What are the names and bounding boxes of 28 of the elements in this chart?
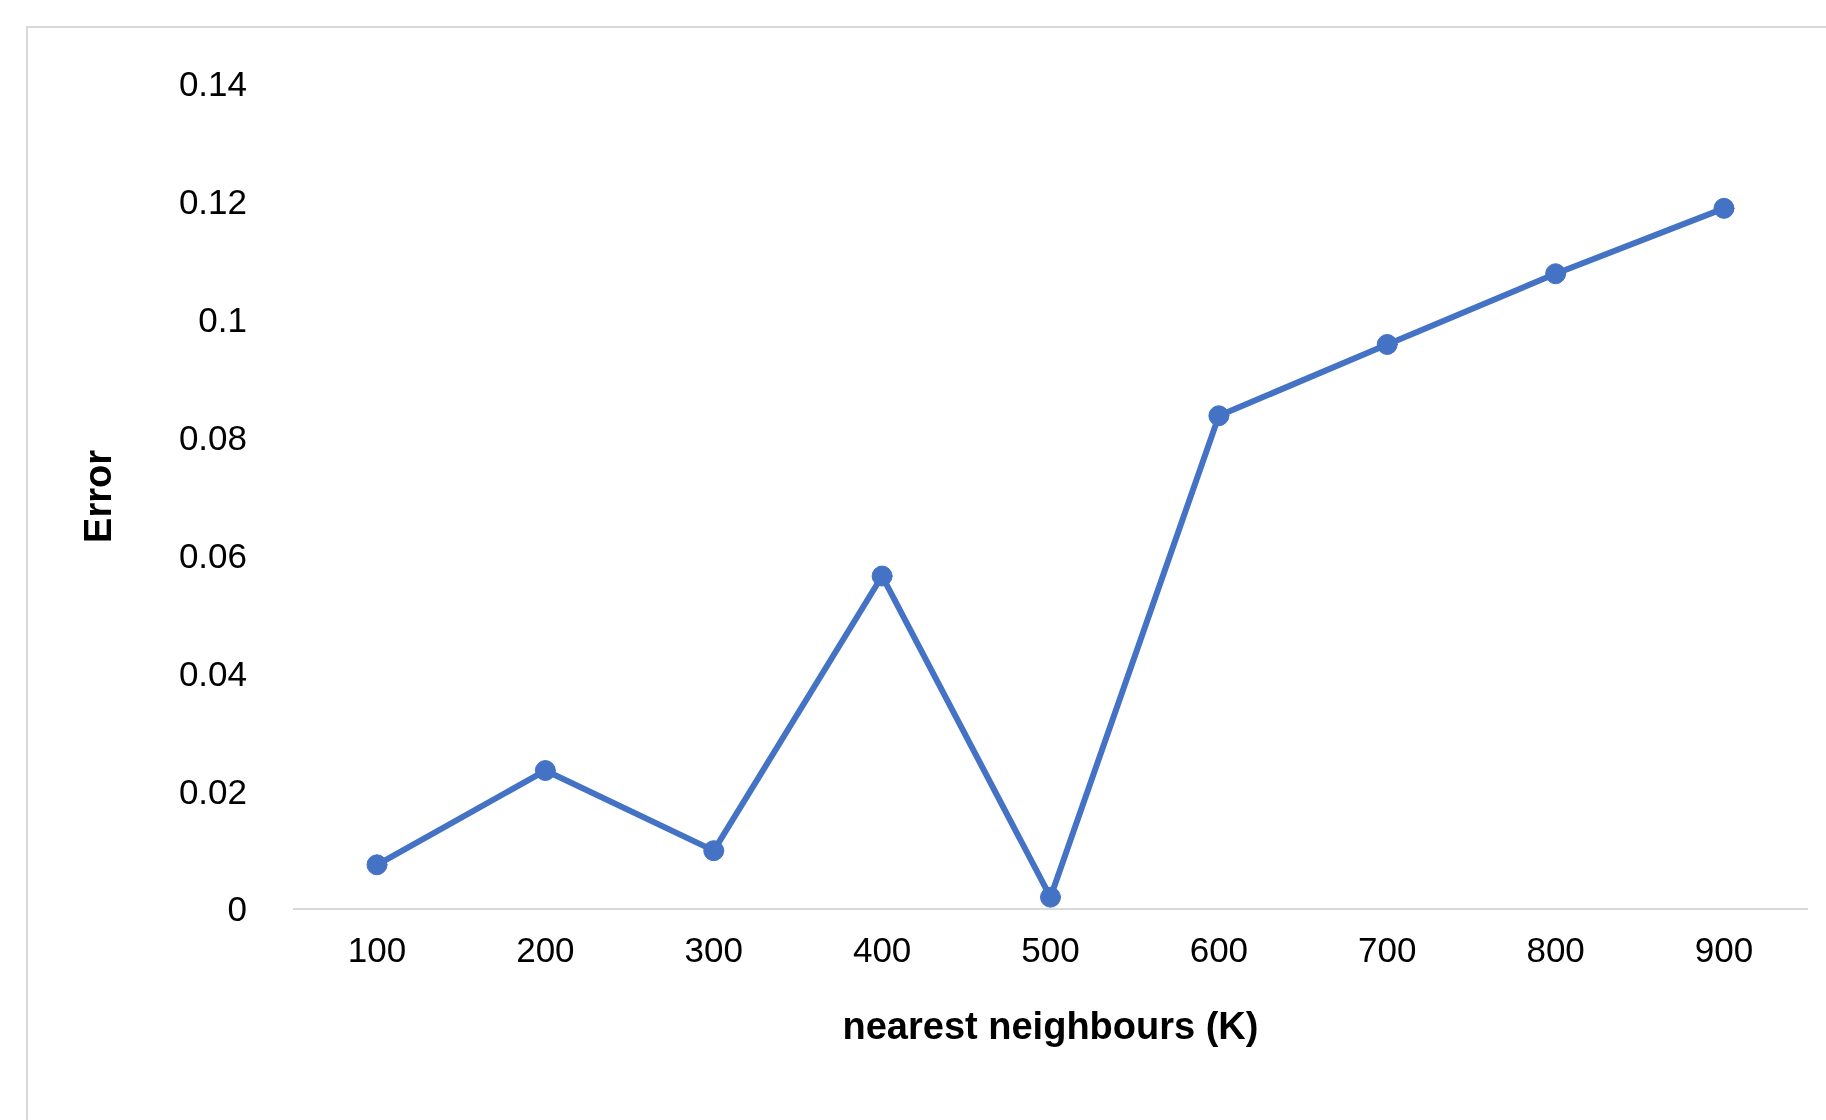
y-tick-label: 0.08 [178,418,247,457]
y-tick-label: 0 [227,889,247,929]
x-tick-label: 900 [1694,929,1754,969]
y-tick-label: 0.1 [198,300,247,340]
point [1208,405,1230,427]
point [871,565,893,587]
x-tick-label: 700 [1358,929,1417,969]
x-tick-label: 300 [684,929,743,969]
x-tick-label: 200 [516,929,575,969]
point [1040,886,1061,908]
x-tick-label: 100 [347,929,407,969]
point [366,854,388,876]
point [1713,197,1735,219]
x-axis-title: nearest neighbours (K) [842,1005,1259,1047]
point [703,840,725,862]
y-axis-title: Error [77,449,120,543]
y-tick-label: 0.02 [178,771,247,811]
y-tick-label: 0.04 [178,653,247,693]
point [1545,263,1567,285]
y-tick-label: 0.12 [178,182,247,222]
x-tick-label: 500 [1021,929,1080,969]
point [1376,333,1398,355]
y-tick-label: 0.14 [178,64,247,104]
y-tick-label: 0.06 [178,535,247,575]
x-tick-label: 600 [1189,929,1249,969]
x-tick-label: 400 [852,929,912,969]
x-tick-label: 800 [1526,929,1585,969]
point [534,760,556,782]
